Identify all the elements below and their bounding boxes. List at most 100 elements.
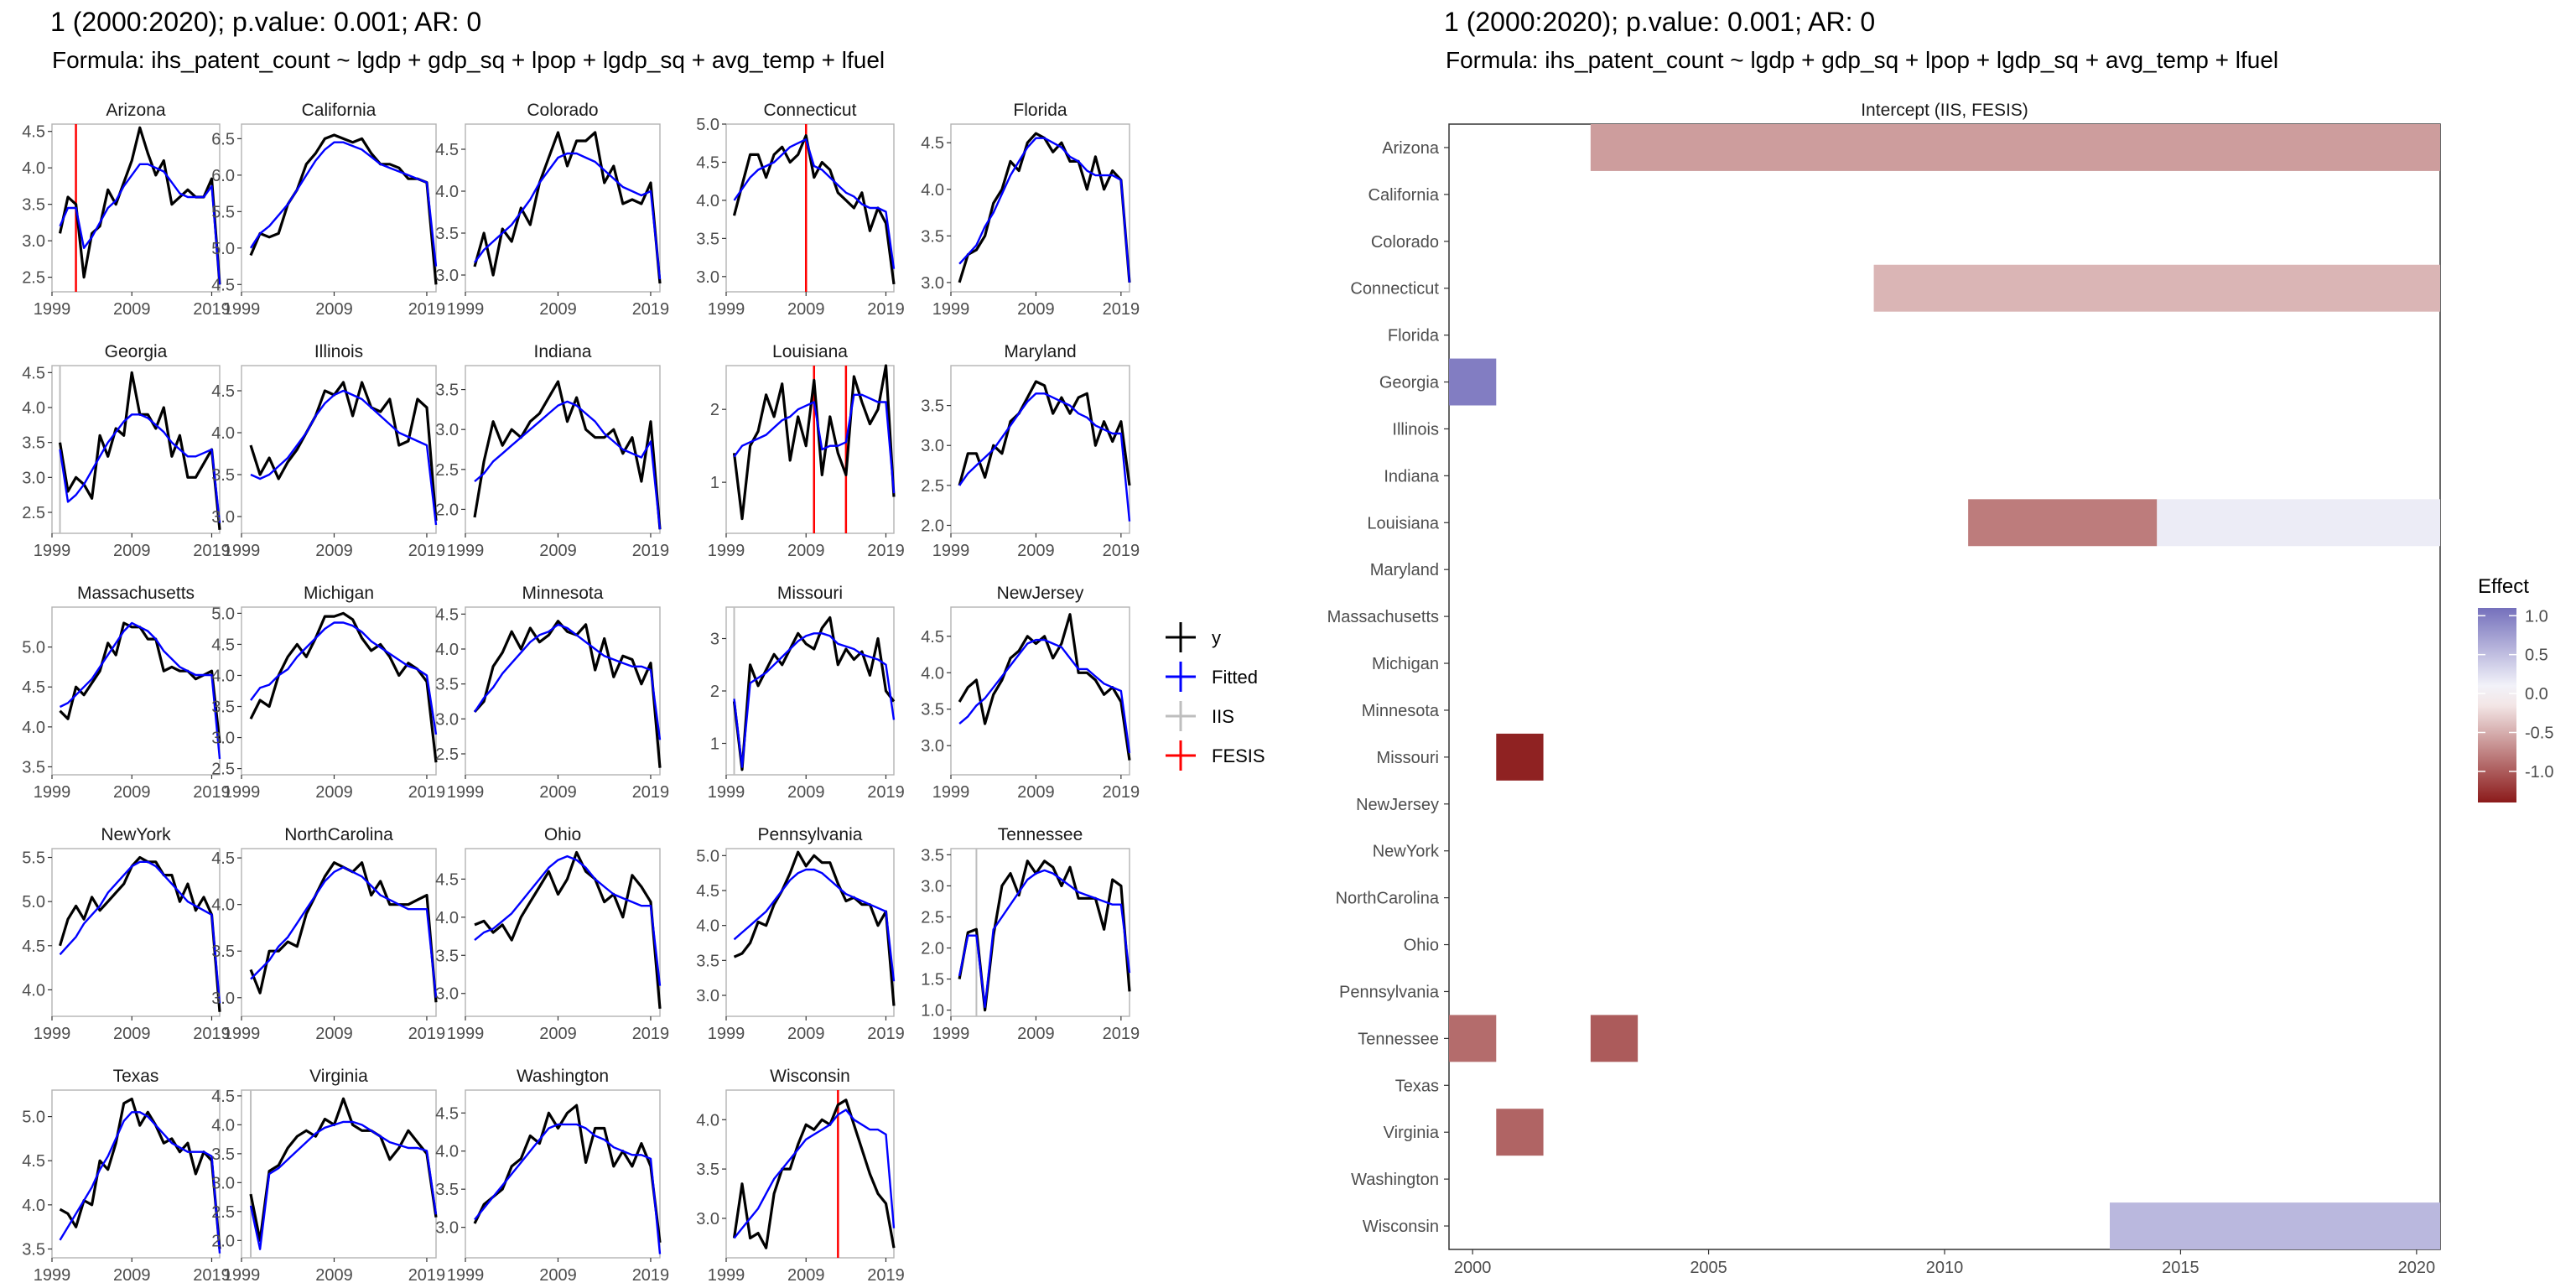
x-tick-label: 1999	[223, 1025, 261, 1043]
state-label: Michigan	[1372, 655, 1439, 673]
x-tick-label: 2019	[408, 1266, 446, 1285]
facet-panel-washington: Washington3.03.54.04.5199920092019	[435, 1067, 669, 1285]
x-tick-label: 2019	[1103, 542, 1140, 560]
x-tick-label: 2019	[632, 300, 670, 319]
y-tick-label: 5.0	[22, 893, 45, 911]
x-tick-label: 2019	[1103, 1025, 1140, 1043]
y-tick-label: 4.5	[211, 276, 235, 294]
facet-strip-label: Colorado	[527, 101, 598, 120]
x-tick-label: 2009	[1017, 300, 1055, 319]
x-tick-label: 1999	[708, 1266, 745, 1285]
x-tick-label: 2009	[315, 1266, 353, 1285]
facet-panel-colorado: Colorado3.03.54.04.5199920092019	[435, 101, 669, 319]
y-tick-label: 4.0	[435, 183, 459, 201]
y-tick-label: 4.0	[22, 981, 45, 1000]
x-tick-label: 2019	[867, 1025, 905, 1043]
facet-panel-northcarolina: NorthCarolina3.03.54.04.5199920092019	[211, 825, 445, 1043]
facet-strip-label: Maryland	[1004, 342, 1076, 361]
panel-border	[242, 849, 436, 1016]
y-tick-label: 3.5	[22, 758, 45, 776]
facet-panel-newyork: NewYork4.04.55.05.5199920092019	[22, 825, 231, 1043]
y-tick-label: 3.5	[921, 397, 944, 416]
panel-border	[465, 607, 660, 775]
y-tick-label: 3.0	[435, 421, 459, 439]
state-label: Louisiana	[1367, 514, 1440, 532]
state-label: Maryland	[1370, 561, 1439, 579]
x-tick-label: 2019	[1103, 300, 1140, 319]
y-tick-label: 3.5	[211, 943, 235, 961]
y-tick-label: 3.5	[696, 230, 719, 248]
y-tick-label: 1	[710, 474, 719, 492]
state-label: Illinois	[1392, 420, 1439, 439]
x-tick-label: 1999	[34, 1266, 71, 1285]
facet-strip-label: Tennessee	[998, 825, 1083, 844]
x-tick-label: 2009	[1017, 542, 1055, 560]
x-tick-label: 1999	[223, 1266, 261, 1285]
y-tick-label: 4.5	[696, 882, 719, 901]
facet-panel-newjersey: NewJersey3.03.54.04.5199920092019	[921, 584, 1140, 802]
y-tick-label: 5.5	[211, 203, 235, 221]
y-tick-label: 3.0	[921, 877, 944, 896]
facet-strip-label: Minnesota	[522, 584, 604, 603]
heat-cell-wisconsin	[2110, 1202, 2440, 1249]
heatmap-strip-label: Intercept (IIS, FESIS)	[1861, 101, 2028, 120]
state-label: California	[1368, 186, 1440, 205]
y-tick-label: 3.5	[211, 466, 235, 485]
y-tick-label: 3.0	[921, 437, 944, 455]
colorbar-tick-label: -0.5	[2525, 724, 2553, 742]
facet-panel-texas: Texas3.54.04.55.0199920092019	[22, 1067, 231, 1285]
y-tick-label: 5.0	[22, 639, 45, 657]
x-tick-label: 2019	[408, 1025, 446, 1043]
legend-label-fesis: FESIS	[1212, 745, 1265, 766]
y-tick-label: 3.0	[435, 1219, 459, 1238]
x-tick-label: 2009	[315, 783, 353, 802]
y-tick-label: 3.5	[22, 434, 45, 453]
y-tick-label: 3.5	[435, 676, 459, 694]
panel-border	[951, 366, 1130, 533]
panel-border	[726, 849, 894, 1016]
y-tick-label: 2.5	[22, 269, 45, 288]
x-tick-label: 2009	[113, 1266, 151, 1285]
y-tick-label: 4.0	[696, 192, 719, 210]
y-tick-label: 4.0	[22, 719, 45, 737]
facet-strip-label: Missouri	[777, 584, 843, 603]
y-tick-label: 3.0	[211, 508, 235, 527]
y-tick-label: 4.5	[435, 1104, 459, 1123]
state-label: Texas	[1395, 1077, 1439, 1095]
y-tick-label: 4.5	[921, 134, 944, 153]
state-label: Massachusetts	[1327, 608, 1439, 626]
y-tick-label: 4.0	[22, 159, 45, 178]
y-tick-label: 4.0	[435, 1143, 459, 1161]
y-tick-label: 4.0	[22, 1197, 45, 1215]
facet-strip-label: Georgia	[105, 342, 168, 361]
y-tick-label: 3.0	[211, 730, 235, 748]
y-tick-label: 3.0	[696, 268, 719, 287]
facet-strip-label: California	[302, 101, 377, 120]
x-tick-label: 1999	[932, 542, 970, 560]
y-tick-label: 5.0	[211, 605, 235, 623]
x-tick-label: 2009	[539, 542, 577, 560]
y-tick-label: 3.5	[22, 1240, 45, 1259]
facet-panel-missouri: Missouri123199920092019	[708, 584, 905, 802]
x-tick-label: 2019	[408, 542, 446, 560]
y-tick-label: 4.0	[211, 667, 235, 685]
x-tick-label: 2009	[539, 300, 577, 319]
y-tick-label: 2.5	[921, 477, 944, 496]
heat-cell-virginia	[1496, 1109, 1543, 1156]
y-tick-label: 3.5	[211, 699, 235, 717]
legend-label-iis: IIS	[1212, 706, 1234, 727]
x-tick-label: 1999	[932, 1025, 970, 1043]
facet-strip-label: Florida	[1013, 101, 1067, 120]
y-tick-label: 4.5	[211, 849, 235, 868]
x-tick-label: 1999	[708, 542, 745, 560]
y-tick-label: 3.0	[435, 267, 459, 285]
colorbar-tick-label: 0.0	[2525, 685, 2548, 704]
y-tick-label: 4.5	[921, 628, 944, 647]
y-tick-label: 5.0	[211, 240, 235, 258]
y-tick-label: 3.0	[696, 1210, 719, 1228]
heat-cell-arizona	[1591, 124, 2440, 171]
x-tick-label: 1999	[223, 542, 261, 560]
x-tick-label: 2000	[1454, 1259, 1492, 1277]
x-tick-label: 1999	[932, 783, 970, 802]
